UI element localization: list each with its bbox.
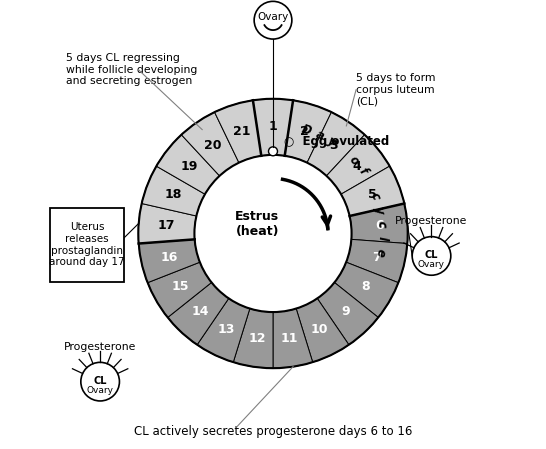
Text: c: c <box>368 191 383 202</box>
Text: 18: 18 <box>165 188 182 201</box>
Wedge shape <box>168 282 229 345</box>
Text: 11: 11 <box>280 332 298 345</box>
Text: 10: 10 <box>311 323 328 336</box>
FancyBboxPatch shape <box>50 207 124 282</box>
Text: Ovary: Ovary <box>418 260 445 269</box>
Text: 13: 13 <box>218 323 235 336</box>
Text: Progesterone: Progesterone <box>395 216 468 226</box>
Wedge shape <box>181 112 239 176</box>
Wedge shape <box>349 203 408 243</box>
Text: f: f <box>355 166 369 177</box>
Text: l: l <box>375 236 388 241</box>
Wedge shape <box>215 100 262 163</box>
Text: 4: 4 <box>352 160 361 173</box>
Circle shape <box>254 1 292 39</box>
Text: 14: 14 <box>192 305 209 318</box>
Circle shape <box>412 237 451 275</box>
Wedge shape <box>233 308 273 368</box>
Text: Uterus
releases
prostaglandin
around day 17: Uterus releases prostaglandin around day… <box>49 222 124 267</box>
Circle shape <box>269 147 277 156</box>
Text: 9: 9 <box>341 305 350 318</box>
Wedge shape <box>253 99 293 156</box>
Text: 6: 6 <box>375 219 384 232</box>
Text: CL: CL <box>425 250 438 260</box>
Wedge shape <box>335 262 399 317</box>
Wedge shape <box>147 262 211 317</box>
Wedge shape <box>341 166 405 216</box>
Text: Progesterone: Progesterone <box>64 342 136 352</box>
Text: CL: CL <box>93 376 107 386</box>
Wedge shape <box>138 203 197 243</box>
Text: 21: 21 <box>233 125 250 138</box>
Text: ○  Egg ovulated: ○ Egg ovulated <box>284 135 389 148</box>
Text: o: o <box>346 153 361 168</box>
Text: 1: 1 <box>269 120 277 133</box>
Text: 16: 16 <box>161 251 178 264</box>
Text: 5 days CL regressing
while follicle developing
and secreting estrogen: 5 days CL regressing while follicle deve… <box>67 53 198 86</box>
Text: 8: 8 <box>361 280 370 293</box>
Text: 5 days to form
corpus luteum
(CL): 5 days to form corpus luteum (CL) <box>356 73 436 106</box>
Circle shape <box>81 362 120 401</box>
Text: D: D <box>300 122 313 137</box>
Text: 20: 20 <box>204 139 222 152</box>
Text: 19: 19 <box>181 160 198 173</box>
Text: 7: 7 <box>372 251 381 264</box>
Circle shape <box>194 155 352 312</box>
Text: 3: 3 <box>329 139 337 152</box>
Text: 12: 12 <box>248 332 266 345</box>
Text: Ovary: Ovary <box>87 386 114 395</box>
Text: e: e <box>373 247 387 257</box>
Text: Estrus
(heat): Estrus (heat) <box>235 211 280 238</box>
Text: 17: 17 <box>158 219 175 232</box>
Wedge shape <box>197 299 250 362</box>
Text: c: c <box>375 220 388 228</box>
Wedge shape <box>141 166 205 216</box>
Text: y: y <box>372 205 387 215</box>
Wedge shape <box>307 112 365 176</box>
Text: y: y <box>325 135 339 150</box>
Text: CL actively secretes progesterone days 6 to 16: CL actively secretes progesterone days 6… <box>134 426 412 438</box>
Text: Ovary: Ovary <box>257 12 289 22</box>
Wedge shape <box>317 282 378 345</box>
Wedge shape <box>156 135 219 194</box>
Text: 5: 5 <box>368 188 377 201</box>
Wedge shape <box>273 308 313 368</box>
Text: a: a <box>313 128 326 143</box>
Wedge shape <box>139 239 200 283</box>
Wedge shape <box>327 135 390 194</box>
Wedge shape <box>296 299 349 362</box>
Wedge shape <box>346 239 407 283</box>
Text: 2: 2 <box>300 125 309 138</box>
Wedge shape <box>284 100 331 163</box>
Text: 15: 15 <box>172 280 189 293</box>
